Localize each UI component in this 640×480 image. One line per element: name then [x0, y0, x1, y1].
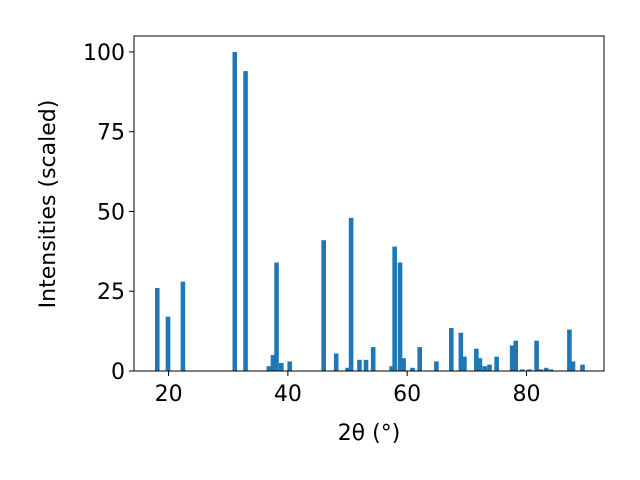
bar	[401, 358, 406, 371]
bar	[321, 240, 326, 371]
bar	[345, 367, 350, 371]
bar	[243, 71, 248, 371]
bar	[477, 358, 483, 371]
bar	[580, 364, 585, 371]
bar	[165, 316, 171, 371]
bar	[389, 366, 394, 371]
bar	[274, 262, 279, 371]
bar	[538, 369, 544, 371]
x-tick-label: 40	[274, 382, 302, 407]
y-tick-label: 50	[97, 200, 125, 225]
x-tick-label: 20	[155, 382, 183, 407]
bar	[482, 366, 488, 371]
bar	[266, 366, 272, 371]
bar	[270, 355, 276, 371]
bar	[333, 353, 339, 371]
bar	[543, 367, 549, 371]
bar	[397, 262, 403, 371]
bar	[287, 361, 292, 371]
bar	[392, 246, 397, 371]
bar	[487, 364, 492, 371]
y-tick-label: 75	[97, 121, 125, 146]
bar	[567, 329, 572, 371]
bar	[534, 340, 539, 371]
bar	[462, 356, 467, 371]
bar	[410, 367, 415, 371]
bar	[434, 361, 439, 371]
bar	[279, 363, 284, 371]
bar	[458, 332, 464, 371]
bar	[548, 369, 554, 371]
bar	[363, 359, 369, 371]
x-ticks: 20 40 60 80	[155, 371, 540, 407]
bar	[570, 361, 576, 371]
bar	[494, 356, 499, 371]
bar	[180, 281, 186, 371]
bar	[527, 369, 532, 371]
bar	[474, 348, 479, 371]
y-tick-label: 100	[83, 41, 125, 66]
y-tick-label: 25	[97, 280, 125, 305]
bar	[519, 369, 525, 371]
y-tick-label: 0	[111, 360, 125, 385]
x-tick-label: 60	[393, 382, 421, 407]
x-tick-label: 80	[512, 382, 540, 407]
bar	[509, 345, 515, 371]
bars-group	[154, 51, 585, 371]
bar	[357, 359, 362, 371]
bar	[370, 347, 376, 371]
bar	[154, 288, 160, 371]
bar	[232, 51, 238, 371]
y-axis-label: Intensities (scaled)	[36, 100, 61, 309]
plot-frame	[133, 35, 605, 372]
bar	[449, 327, 454, 371]
bar	[348, 217, 354, 371]
bar	[513, 340, 519, 371]
y-ticks: 0 25 50 75 100	[83, 41, 134, 385]
x-axis-label: 2θ (°)	[338, 421, 401, 446]
bar	[417, 347, 422, 371]
